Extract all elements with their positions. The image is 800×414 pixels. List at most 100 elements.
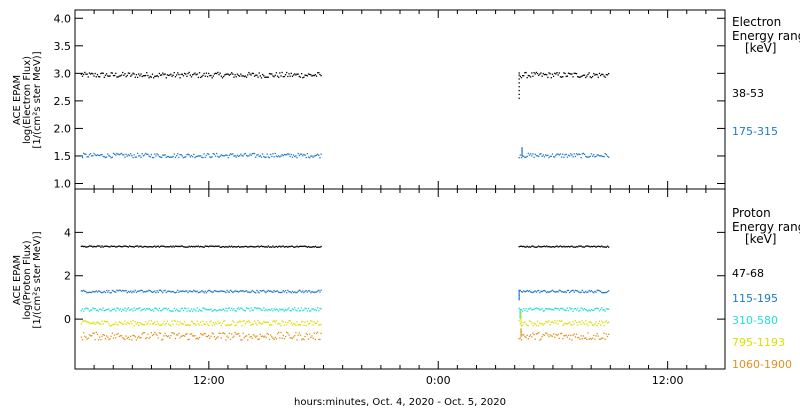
data-point-310-580: [272, 310, 274, 312]
data-point-47-68: [555, 245, 557, 248]
data-point-795-1193: [569, 321, 571, 323]
data-point-310-580: [209, 309, 211, 311]
data-point-795-1193: [523, 321, 525, 324]
data-point-47-68: [559, 245, 562, 247]
data-point-38-53: [222, 75, 225, 78]
data-point-1060-1900: [558, 337, 560, 340]
data-point-175-315: [103, 155, 105, 158]
data-point-175-315: [582, 152, 585, 155]
data-point-115-195: [87, 291, 89, 294]
data-point-310-580: [143, 308, 146, 310]
data-point-175-315: [282, 155, 284, 157]
data-point-47-68: [320, 245, 322, 248]
data-point-795-1193: [105, 320, 108, 323]
data-point-1060-1900: [177, 334, 179, 336]
data-point-115-195: [190, 291, 193, 293]
data-point-795-1193: [204, 323, 206, 326]
data-point-115-195: [312, 291, 314, 293]
data-point-175-315: [193, 153, 195, 155]
data-point-175-315: [91, 155, 93, 157]
data-point-115-195: [122, 289, 124, 292]
data-point-47-68: [298, 245, 300, 248]
data-point-1060-1900: [219, 332, 221, 335]
data-point-47-68: [261, 245, 264, 248]
data-point-1060-1900: [86, 338, 88, 340]
data-point-38-53: [131, 74, 133, 76]
data-point-310-580: [519, 313, 521, 315]
data-point-1060-1900: [570, 334, 572, 337]
data-point-38-53: [309, 73, 311, 76]
data-point-175-315: [251, 153, 253, 155]
data-point-175-315: [538, 155, 540, 158]
data-point-175-315: [151, 156, 154, 159]
data-point-38-53: [190, 76, 193, 78]
data-point-1060-1900: [532, 332, 534, 334]
data-point-47-68: [135, 245, 138, 247]
data-point-175-315: [304, 154, 306, 156]
data-point-310-580: [87, 308, 89, 310]
data-point-795-1193: [140, 323, 142, 325]
data-point-1060-1900: [291, 337, 294, 340]
data-point-175-315: [602, 155, 604, 158]
data-point-1060-1900: [235, 333, 237, 335]
data-point-310-580: [142, 308, 144, 311]
data-point-1060-1900: [306, 334, 309, 336]
data-point-38-53: [563, 72, 565, 74]
data-point-310-580: [582, 309, 585, 311]
data-point-1060-1900: [598, 338, 601, 340]
data-point-310-580: [111, 308, 114, 310]
data-point-795-1193: [216, 323, 218, 325]
data-point-175-315: [299, 153, 302, 155]
data-point-47-68: [102, 246, 104, 248]
data-point-47-68: [292, 246, 295, 248]
data-point-795-1193: [211, 324, 213, 327]
data-point-38-53: [282, 76, 284, 78]
data-point-175-315: [108, 154, 110, 157]
data-point-115-195: [556, 290, 558, 293]
data-point-795-1193: [85, 320, 87, 323]
data-point-795-1193: [549, 324, 551, 326]
data-point-115-195: [278, 291, 280, 293]
data-point-38-53: [264, 76, 266, 79]
data-point-1060-1900: [605, 333, 608, 335]
data-point-175-315: [259, 155, 261, 157]
data-point-1060-1900: [581, 338, 583, 340]
data-point-47-68: [599, 246, 602, 248]
data-point-1060-1900: [146, 337, 148, 339]
data-point-1060-1900: [114, 334, 116, 336]
data-point-1060-1900: [535, 333, 538, 335]
data-point-38-53: [606, 74, 609, 76]
data-point-175-315: [220, 154, 222, 156]
data-point-1060-1900: [276, 333, 279, 335]
data-point-795-1193: [235, 324, 237, 326]
data-point-47-68: [287, 246, 289, 248]
data-point-1060-1900: [84, 335, 86, 337]
data-point-1060-1900: [304, 335, 306, 338]
data-point-1060-1900: [97, 339, 100, 341]
data-point-1060-1900: [266, 332, 268, 335]
data-point-38-53: [169, 74, 171, 76]
data-point-1060-1900: [552, 333, 555, 335]
data-point-115-195: [309, 290, 311, 292]
data-point-175-315: [539, 153, 541, 155]
data-point-38-53: [582, 74, 585, 76]
data-point-310-580: [595, 307, 597, 310]
data-point-47-68: [275, 245, 278, 248]
data-point-47-68: [523, 245, 525, 248]
data-point-175-315: [578, 153, 580, 155]
data-point-175-315: [547, 154, 549, 156]
data-point-1060-1900: [166, 335, 169, 338]
data-point-1060-1900: [155, 333, 157, 335]
data-point-38-53: [189, 74, 192, 76]
data-point-175-315: [198, 155, 201, 157]
data-point-1060-1900: [189, 333, 192, 335]
data-point-795-1193: [251, 323, 253, 325]
data-point-1060-1900: [136, 337, 139, 339]
data-point-310-580: [131, 308, 133, 310]
data-point-310-580: [557, 307, 559, 310]
data-point-38-53: [250, 74, 252, 76]
data-point-1060-1900: [526, 334, 528, 336]
data-point-47-68: [530, 246, 532, 248]
data-point-38-53: [241, 75, 243, 77]
data-point-175-315: [521, 147, 523, 149]
